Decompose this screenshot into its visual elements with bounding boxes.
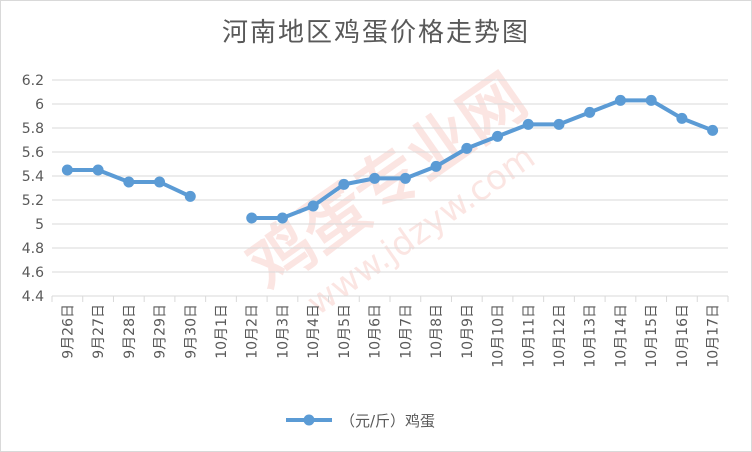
x-tick-label: 9月27日 bbox=[91, 304, 107, 359]
y-tick-label: 4.4 bbox=[22, 289, 44, 305]
y-tick-label: 5.6 bbox=[22, 145, 44, 161]
x-tick-label: 10月14日 bbox=[613, 304, 629, 368]
data-point bbox=[338, 178, 350, 190]
data-point bbox=[123, 176, 135, 188]
y-tick-label: 6.2 bbox=[22, 73, 44, 89]
data-point bbox=[276, 212, 288, 224]
x-tick-label: 9月26日 bbox=[60, 304, 76, 359]
data-point bbox=[154, 176, 166, 188]
x-tick-label: 9月28日 bbox=[122, 304, 138, 359]
data-point bbox=[553, 118, 565, 130]
data-point bbox=[307, 200, 319, 212]
x-tick-label: 10月5日 bbox=[337, 304, 353, 359]
data-point bbox=[246, 212, 258, 224]
x-tick-label: 10月7日 bbox=[398, 304, 414, 359]
x-tick-label: 10月13日 bbox=[583, 304, 599, 368]
chart-title: 河南地区鸡蛋价格走势图 bbox=[221, 18, 530, 48]
data-point bbox=[645, 94, 657, 106]
y-axis: 4.4 4.6 4.8 5 5.2 5.4 5.6 5.8 6 6.2 bbox=[22, 73, 44, 305]
data-point bbox=[522, 118, 534, 130]
data-point bbox=[614, 94, 626, 106]
data-point bbox=[430, 160, 442, 172]
x-tick-label: 10月6日 bbox=[368, 304, 384, 359]
x-tick-label: 10月8日 bbox=[429, 304, 445, 359]
legend-label: （元/斤）鸡蛋 bbox=[340, 412, 435, 430]
y-tick-label: 4.6 bbox=[22, 265, 44, 281]
y-tick-label: 5 bbox=[35, 217, 44, 233]
x-tick-label: 10月3日 bbox=[275, 304, 291, 359]
x-tick-label: 10月1日 bbox=[214, 304, 230, 359]
x-tick-label: 10月4日 bbox=[306, 304, 322, 359]
y-tick-label: 5.8 bbox=[22, 121, 44, 137]
y-tick-label: 5.2 bbox=[22, 193, 44, 209]
data-point bbox=[707, 124, 719, 136]
series-line bbox=[61, 94, 719, 224]
data-point bbox=[461, 142, 473, 154]
data-point bbox=[492, 130, 504, 142]
y-tick-label: 5.4 bbox=[22, 169, 44, 185]
x-tick-label: 10月16日 bbox=[675, 304, 691, 368]
x-tick-label: 9月30日 bbox=[183, 304, 199, 359]
x-tick-label: 10月12日 bbox=[552, 304, 568, 368]
data-point bbox=[61, 164, 73, 176]
data-point bbox=[399, 172, 411, 184]
data-point bbox=[92, 164, 104, 176]
x-tick-label: 10月9日 bbox=[460, 304, 476, 359]
data-point bbox=[184, 190, 196, 202]
y-tick-label: 6 bbox=[35, 97, 44, 113]
data-point bbox=[369, 172, 381, 184]
x-tick-label: 10月17日 bbox=[706, 304, 722, 368]
x-tick-label: 9月29日 bbox=[153, 304, 169, 359]
x-tick-label: 10月2日 bbox=[245, 304, 261, 359]
x-tick-label: 10月11日 bbox=[521, 304, 537, 368]
data-point bbox=[584, 106, 596, 118]
x-tick-label: 10月15日 bbox=[644, 304, 660, 368]
y-tick-label: 4.8 bbox=[22, 241, 44, 257]
x-axis: 9月26日 9月27日 9月28日 9月29日 9月30日 10月1日 10月2日 10月3日… bbox=[51, 296, 729, 368]
x-tick-label: 10月10日 bbox=[491, 304, 507, 368]
data-point bbox=[676, 112, 688, 124]
legend-swatch-marker bbox=[303, 414, 315, 426]
legend: （元/斤）鸡蛋 bbox=[286, 412, 435, 430]
